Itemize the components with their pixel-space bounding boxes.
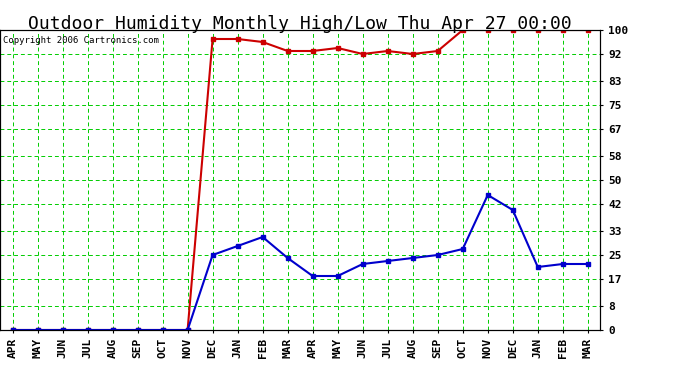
Text: Outdoor Humidity Monthly High/Low Thu Apr 27 00:00: Outdoor Humidity Monthly High/Low Thu Ap… bbox=[28, 15, 572, 33]
Text: Copyright 2006 Cartronics.com: Copyright 2006 Cartronics.com bbox=[3, 36, 159, 45]
